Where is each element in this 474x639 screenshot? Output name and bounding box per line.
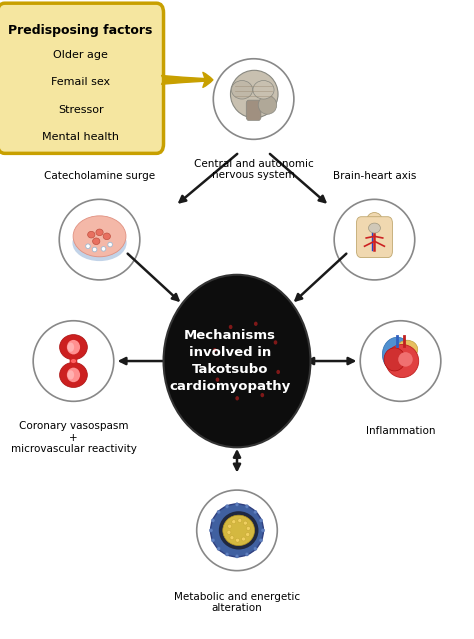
- Ellipse shape: [211, 519, 215, 522]
- Ellipse shape: [360, 321, 441, 401]
- Ellipse shape: [217, 511, 220, 514]
- Ellipse shape: [67, 370, 74, 380]
- Text: Coronary vasospasm
+
microvascular reactivity: Coronary vasospasm + microvascular react…: [10, 421, 137, 454]
- Ellipse shape: [238, 518, 242, 523]
- Ellipse shape: [216, 378, 219, 382]
- Ellipse shape: [230, 535, 234, 540]
- Ellipse shape: [211, 539, 215, 542]
- Ellipse shape: [232, 520, 236, 524]
- Ellipse shape: [73, 225, 127, 261]
- Ellipse shape: [258, 96, 277, 114]
- Ellipse shape: [259, 519, 263, 522]
- Ellipse shape: [92, 238, 100, 245]
- Ellipse shape: [383, 337, 412, 372]
- Ellipse shape: [230, 70, 278, 118]
- Ellipse shape: [67, 367, 80, 382]
- Text: Metabolic and energetic
alteration: Metabolic and energetic alteration: [174, 592, 300, 613]
- Ellipse shape: [386, 344, 419, 378]
- Ellipse shape: [101, 247, 106, 251]
- Ellipse shape: [229, 325, 232, 329]
- FancyBboxPatch shape: [246, 100, 261, 120]
- Ellipse shape: [245, 552, 249, 556]
- Ellipse shape: [384, 348, 405, 371]
- Ellipse shape: [217, 547, 220, 550]
- Ellipse shape: [397, 340, 418, 358]
- Ellipse shape: [235, 503, 239, 507]
- Text: Central and autonomic
nervous system: Central and autonomic nervous system: [194, 158, 313, 180]
- Ellipse shape: [60, 362, 87, 387]
- Ellipse shape: [368, 223, 381, 233]
- Ellipse shape: [70, 358, 77, 364]
- FancyBboxPatch shape: [0, 3, 164, 153]
- Ellipse shape: [225, 552, 229, 556]
- Ellipse shape: [33, 321, 114, 401]
- Ellipse shape: [246, 527, 250, 530]
- Ellipse shape: [254, 321, 258, 326]
- Ellipse shape: [261, 393, 264, 397]
- Ellipse shape: [235, 396, 239, 401]
- Ellipse shape: [92, 247, 97, 252]
- Text: Inflammation: Inflammation: [366, 426, 435, 436]
- Ellipse shape: [86, 244, 90, 249]
- Ellipse shape: [228, 524, 232, 528]
- Ellipse shape: [398, 352, 413, 367]
- Ellipse shape: [219, 511, 258, 550]
- Ellipse shape: [261, 528, 264, 532]
- Ellipse shape: [225, 505, 229, 509]
- Ellipse shape: [210, 504, 264, 557]
- Ellipse shape: [245, 505, 249, 509]
- Ellipse shape: [223, 515, 255, 546]
- Ellipse shape: [213, 348, 217, 352]
- Ellipse shape: [67, 340, 80, 355]
- Text: Femail sex: Femail sex: [51, 77, 110, 88]
- Ellipse shape: [254, 511, 257, 514]
- Ellipse shape: [367, 213, 382, 227]
- Text: Older age: Older age: [53, 50, 108, 60]
- Ellipse shape: [67, 343, 74, 352]
- Ellipse shape: [108, 242, 112, 247]
- Polygon shape: [60, 344, 87, 358]
- Ellipse shape: [242, 537, 246, 541]
- Ellipse shape: [96, 229, 103, 236]
- Ellipse shape: [231, 81, 253, 99]
- Ellipse shape: [59, 199, 140, 280]
- Ellipse shape: [273, 340, 277, 344]
- Text: Mental health: Mental health: [42, 132, 119, 142]
- Ellipse shape: [236, 538, 239, 543]
- Ellipse shape: [213, 59, 294, 139]
- Ellipse shape: [259, 539, 263, 542]
- Ellipse shape: [103, 233, 110, 240]
- Ellipse shape: [210, 528, 213, 532]
- Polygon shape: [60, 364, 87, 378]
- Ellipse shape: [235, 554, 239, 558]
- Text: Brain-heart axis: Brain-heart axis: [333, 171, 416, 181]
- Ellipse shape: [253, 81, 274, 99]
- Ellipse shape: [243, 521, 247, 525]
- Text: Stressor: Stressor: [58, 105, 103, 115]
- Ellipse shape: [246, 532, 250, 537]
- Ellipse shape: [276, 370, 280, 374]
- Text: Catecholamine surge: Catecholamine surge: [44, 171, 155, 181]
- Ellipse shape: [73, 216, 126, 257]
- Ellipse shape: [60, 335, 87, 360]
- Ellipse shape: [88, 231, 95, 238]
- Text: Mechanisms
involved in
Takotsubo
cardiomyopathy: Mechanisms involved in Takotsubo cardiom…: [169, 329, 291, 393]
- FancyBboxPatch shape: [356, 217, 392, 258]
- Ellipse shape: [254, 547, 257, 550]
- Text: Predisposing factors: Predisposing factors: [9, 24, 153, 37]
- Ellipse shape: [334, 199, 415, 280]
- Ellipse shape: [197, 490, 277, 571]
- Ellipse shape: [164, 275, 310, 447]
- Ellipse shape: [227, 530, 231, 534]
